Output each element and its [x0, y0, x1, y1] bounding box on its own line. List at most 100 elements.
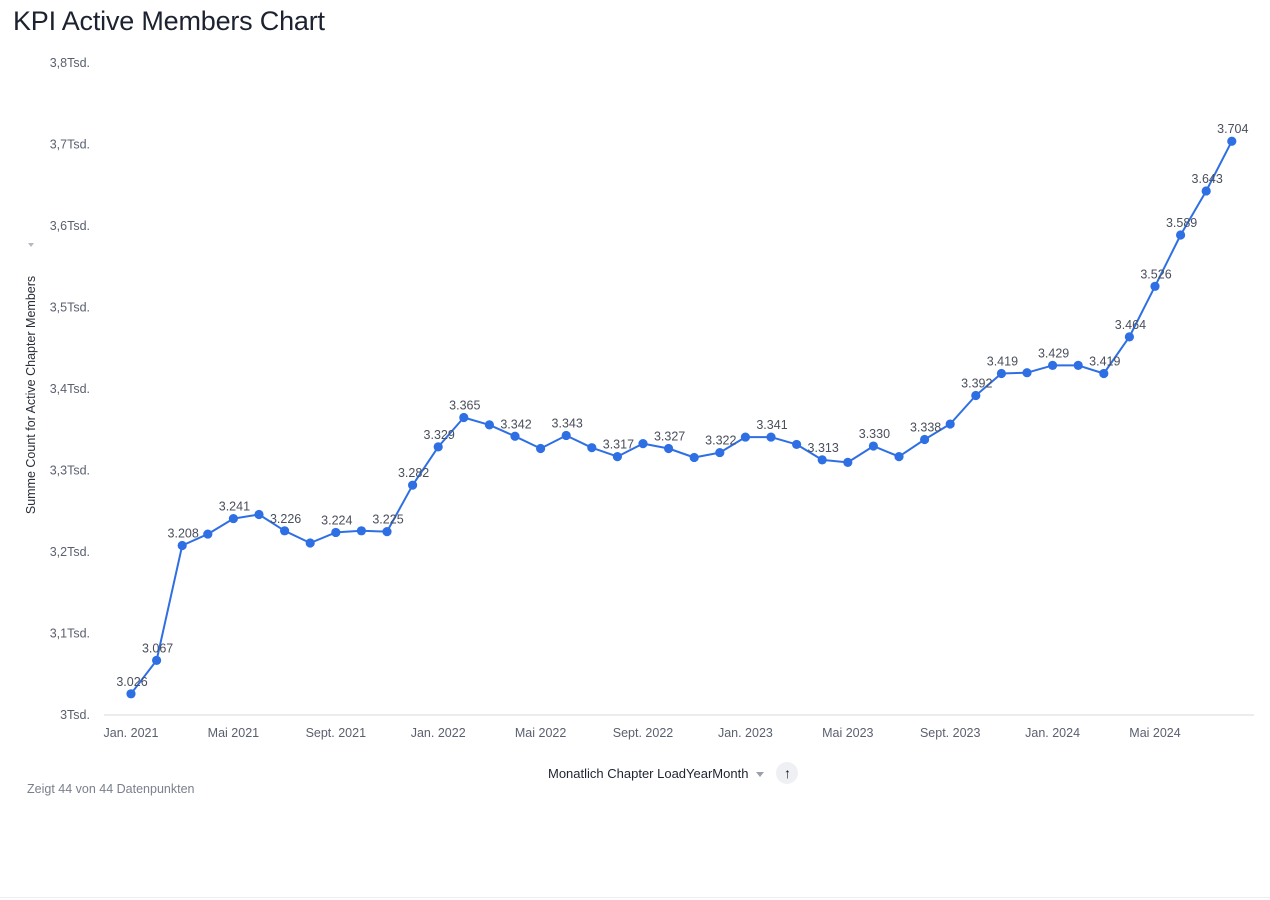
data-point[interactable]: [1176, 230, 1186, 240]
divider: [0, 897, 1270, 898]
data-point[interactable]: [280, 526, 290, 536]
data-label: 3.317: [603, 438, 634, 452]
data-point[interactable]: [331, 527, 341, 538]
data-point[interactable]: [920, 434, 930, 445]
data-label: 3.526: [1140, 267, 1171, 281]
data-point[interactable]: [433, 442, 443, 452]
data-point[interactable]: [766, 432, 776, 442]
data-point[interactable]: [152, 655, 162, 665]
data-point[interactable]: [510, 431, 520, 441]
x-tick-label: Sept. 2022: [613, 726, 674, 740]
y-tick-label: 3,3Tsd.: [50, 464, 90, 478]
data-point[interactable]: [305, 538, 315, 548]
data-point[interactable]: [945, 419, 955, 429]
line-chart: Summe Count for Active Chapter Members 3…: [24, 56, 1254, 740]
data-point[interactable]: [408, 480, 418, 490]
y-axis-title: Summe Count for Active Chapter Members: [24, 243, 38, 514]
x-tick-label: Sept. 2023: [920, 726, 981, 740]
data-label: 3.282: [398, 466, 429, 480]
data-points: [126, 136, 1237, 699]
data-point[interactable]: [203, 529, 213, 539]
data-label: 3.330: [859, 427, 890, 441]
data-point[interactable]: [792, 439, 802, 450]
data-label: 3.341: [756, 418, 787, 432]
data-label: 3.704: [1217, 122, 1248, 136]
x-tick-label: Sept. 2021: [306, 726, 367, 740]
data-point[interactable]: [638, 439, 648, 449]
x-tick-label: Jan. 2021: [104, 726, 159, 740]
data-point[interactable]: [254, 509, 264, 520]
data-label: 3.343: [552, 416, 583, 430]
y-tick-label: 3,2Tsd.: [50, 545, 90, 559]
data-label: 3.464: [1115, 318, 1146, 332]
data-point[interactable]: [740, 432, 751, 442]
data-label: 3.225: [372, 513, 403, 527]
data-label: 3.208: [168, 526, 199, 540]
chevron-down-icon[interactable]: [756, 771, 765, 777]
data-point[interactable]: [1124, 332, 1134, 342]
data-label: 3.224: [321, 513, 352, 527]
data-point[interactable]: [126, 689, 136, 699]
x-axis-control[interactable]: Monatlich Chapter LoadYearMonth ↑: [548, 762, 799, 784]
y-tick-label: 3,1Tsd.: [50, 627, 90, 641]
data-point[interactable]: [1073, 360, 1083, 370]
data-point[interactable]: [228, 513, 238, 524]
data-point[interactable]: [587, 443, 597, 453]
y-tick-label: 3,8Tsd.: [50, 56, 90, 70]
y-axis-label: Summe Count for Active Chapter Members: [24, 276, 38, 514]
data-point[interactable]: [996, 368, 1007, 379]
data-point[interactable]: [664, 443, 674, 454]
data-label: 3.026: [116, 675, 147, 689]
data-label: 3.329: [424, 428, 455, 442]
y-tick-label: 3,6Tsd.: [50, 219, 90, 233]
x-tick-label: Mai 2023: [822, 726, 873, 740]
y-axis-caret-icon[interactable]: [28, 243, 34, 247]
data-point[interactable]: [612, 452, 623, 462]
data-point[interactable]: [561, 430, 571, 441]
data-point[interactable]: [715, 447, 725, 458]
data-point[interactable]: [484, 420, 494, 430]
data-point[interactable]: [843, 457, 853, 467]
data-point[interactable]: [177, 540, 187, 551]
data-point[interactable]: [971, 390, 981, 401]
y-axis-ticks: 3Tsd. 3,1Tsd. 3,2Tsd. 3,3Tsd. 3,4Tsd. 3,5Tsd.…: [50, 56, 90, 722]
data-label: 3.392: [961, 377, 992, 391]
data-label: 3.226: [270, 512, 301, 526]
data-point[interactable]: [1201, 186, 1211, 196]
data-point[interactable]: [1150, 281, 1160, 291]
data-label: 3.589: [1166, 216, 1197, 230]
data-point[interactable]: [894, 452, 904, 462]
arrow-up-icon[interactable]: ↑: [776, 762, 799, 784]
data-point[interactable]: [356, 526, 366, 536]
data-point[interactable]: [1227, 136, 1237, 146]
data-point[interactable]: [817, 455, 827, 465]
data-point[interactable]: [459, 412, 469, 423]
data-labels: 3.026 3.067 3.208 3.241 3.226 3.224 3.225 3.282…: [116, 122, 1248, 689]
data-label: 3.365: [449, 399, 480, 413]
data-point[interactable]: [689, 452, 699, 463]
data-point[interactable]: [1048, 360, 1058, 370]
x-tick-label: Jan. 2022: [411, 726, 466, 740]
y-tick-label: 3,7Tsd.: [50, 138, 90, 152]
data-label: 3.241: [219, 500, 250, 514]
x-tick-label: Mai 2024: [1129, 726, 1180, 740]
data-label: 3.429: [1038, 346, 1069, 360]
data-label: 3.313: [808, 441, 839, 455]
data-label: 3.419: [1089, 355, 1120, 369]
data-label: 3.419: [987, 355, 1018, 369]
data-label: 3.322: [705, 434, 736, 448]
x-axis-label[interactable]: Monatlich Chapter LoadYearMonth: [548, 765, 749, 781]
data-point[interactable]: [382, 527, 392, 537]
y-tick-label: 3,4Tsd.: [50, 382, 90, 396]
data-point[interactable]: [868, 441, 879, 451]
data-point[interactable]: [1022, 368, 1032, 378]
x-tick-label: Jan. 2023: [718, 726, 773, 740]
data-label: 3.327: [654, 429, 685, 443]
data-point[interactable]: [1099, 368, 1109, 379]
datapoints-footer: Zeigt 44 von 44 Datenpunkten: [27, 782, 195, 796]
x-tick-label: Mai 2022: [515, 726, 566, 740]
data-point[interactable]: [536, 443, 546, 454]
data-label: 3.643: [1192, 172, 1223, 186]
x-axis-ticks: Jan. 2021 Mai 2021 Sept. 2021 Jan. 2022 Mai …: [104, 726, 1181, 740]
data-label: 3.342: [500, 417, 531, 431]
